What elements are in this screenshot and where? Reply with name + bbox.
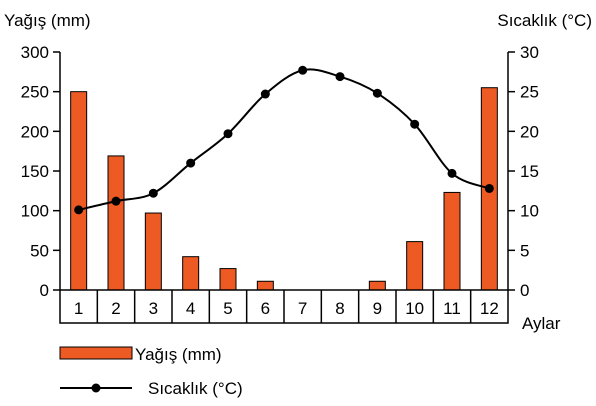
month-label: 9 (373, 299, 382, 318)
legend-line-marker (91, 383, 101, 393)
legend-bar-label: Yağış (mm) (135, 345, 222, 364)
month-label: 3 (149, 299, 158, 318)
month-label: 8 (335, 299, 344, 318)
y-left-tick-label: 50 (30, 241, 49, 260)
y-right-tick-label: 10 (520, 202, 539, 221)
month-label: 1 (74, 299, 83, 318)
y-axis-left-label: Yağış (mm) (4, 11, 91, 30)
temperature-point (186, 158, 196, 168)
temperature-point (447, 168, 457, 178)
y-right-tick-label: 20 (520, 122, 539, 141)
month-label: 4 (186, 299, 195, 318)
precipitation-bar (70, 91, 88, 291)
precipitation-bar (219, 268, 237, 291)
month-label: 12 (480, 299, 499, 318)
temperature-line (74, 65, 494, 215)
temperature-curve (78, 68, 490, 211)
y-left-tick-label: 300 (21, 43, 49, 62)
y-right-tick-label: 30 (520, 43, 539, 62)
y-left-tick-label: 150 (21, 162, 49, 181)
y-left-tick-label: 0 (40, 281, 49, 300)
temperature-point (484, 183, 494, 193)
month-label: 6 (261, 299, 270, 318)
x-axis-label: Aylar (522, 314, 561, 333)
temperature-point (260, 89, 270, 99)
precipitation-bar (368, 280, 386, 291)
month-axis-table: 1 2 3 4 5 6 7 8 9 10 11 12 (59, 289, 509, 324)
precipitation-bar (406, 241, 424, 291)
temperature-point (335, 72, 345, 82)
y-left-tick-label: 250 (21, 83, 49, 102)
y-left-tick-label: 100 (21, 202, 49, 221)
month-label: 11 (443, 299, 461, 318)
month-label: 7 (298, 299, 307, 318)
precipitation-bar (443, 191, 461, 291)
temperature-point (410, 119, 420, 129)
temperature-point (148, 188, 158, 198)
temperature-point (372, 88, 382, 98)
month-label: 10 (405, 299, 424, 318)
precipitation-bar (107, 155, 125, 291)
legend: Yağış (mm) Sıcaklık (°C) (59, 345, 243, 398)
y-axis-right-ticks: 0 5 10 15 20 25 30 (507, 43, 539, 300)
temperature-point (111, 196, 121, 206)
legend-bar-swatch (59, 346, 133, 360)
y-right-tick-label: 15 (520, 162, 539, 181)
y-axis-right-label: Sıcaklık (°C) (497, 11, 592, 30)
y-right-tick-label: 0 (520, 281, 529, 300)
precipitation-bars (70, 87, 498, 291)
temperature-point (298, 65, 308, 75)
precipitation-bar (144, 212, 162, 291)
y-axis-left-ticks: 0 50 100 150 200 250 300 (21, 43, 61, 300)
precipitation-bar (182, 256, 200, 291)
y-right-tick-label: 5 (520, 241, 529, 260)
precipitation-bar (256, 280, 274, 291)
month-label: 5 (223, 299, 232, 318)
y-right-tick-label: 25 (520, 83, 539, 102)
month-label: 2 (111, 299, 120, 318)
temperature-point (223, 129, 233, 139)
legend-line-label: Sıcaklık (°C) (148, 379, 243, 398)
y-left-tick-label: 200 (21, 122, 49, 141)
temperature-point (74, 205, 84, 215)
